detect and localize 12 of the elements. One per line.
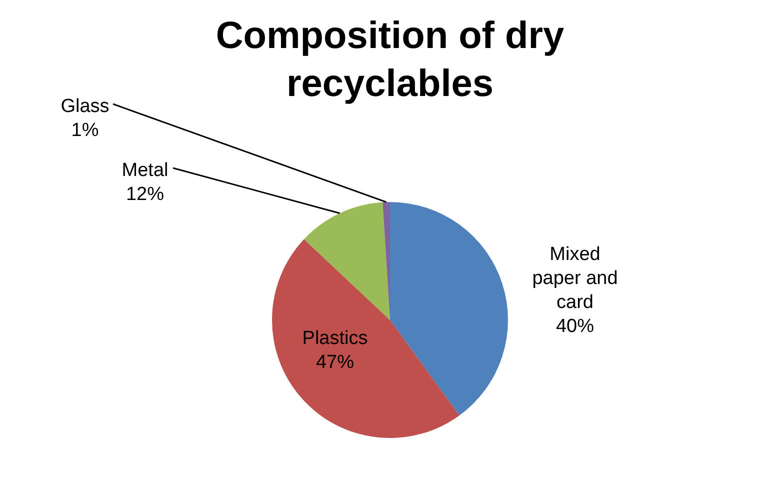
slice-label: Plastics xyxy=(302,328,368,349)
pie-slice xyxy=(272,239,460,438)
data-label: 47% xyxy=(316,352,354,373)
pie-slice xyxy=(304,202,390,320)
slice-label: Glass xyxy=(60,96,110,117)
data-label: 1% xyxy=(71,120,99,141)
data-label: 12% xyxy=(126,184,164,205)
pie-slice xyxy=(390,202,508,416)
data-label: 40% xyxy=(556,316,594,337)
slice-label: Metal xyxy=(122,160,168,181)
slice-label: Mixed paper and card xyxy=(532,244,618,313)
chart-title: Composition of dry recyclables xyxy=(216,15,564,105)
